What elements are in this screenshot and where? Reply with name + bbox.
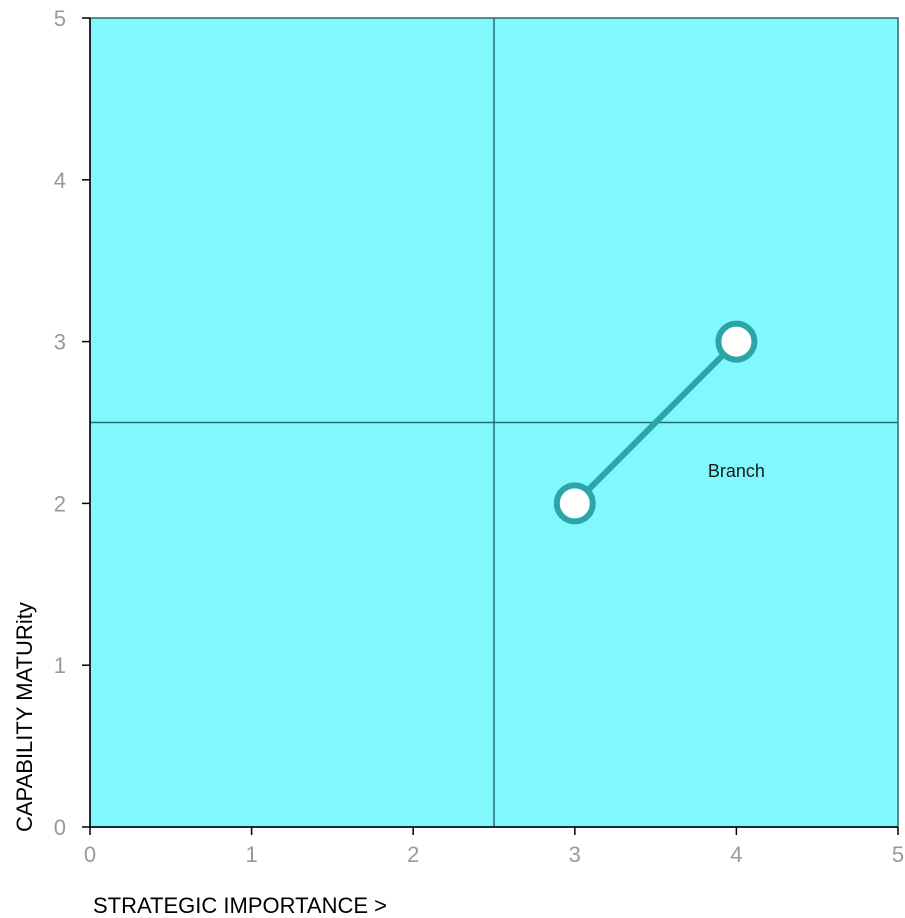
x-axis-title: STRATEGIC IMPORTANCE >	[93, 893, 387, 918]
y-tick-label: 0	[54, 815, 66, 840]
y-tick-label: 1	[54, 653, 66, 678]
y-tick-label: 4	[54, 168, 66, 193]
series-label: Branch	[708, 461, 765, 481]
series-line	[571, 338, 740, 507]
series-layer: Branch	[553, 320, 765, 525]
x-axis: 0 1 2 3 4 5	[84, 826, 904, 867]
y-axis: 0 1 2 3 4 5	[54, 6, 91, 840]
x-tick-label: 2	[407, 842, 419, 867]
data-point	[715, 320, 758, 363]
x-tick-label: 3	[569, 842, 581, 867]
x-tick-label: 1	[245, 842, 257, 867]
x-tick-label: 0	[84, 842, 96, 867]
y-axis-title: CAPABILITY MATURity	[12, 602, 37, 832]
x-tick-label: 5	[892, 842, 904, 867]
y-tick-label: 2	[54, 491, 66, 516]
x-tick-label: 4	[730, 842, 742, 867]
data-point	[553, 482, 596, 525]
y-tick-label: 3	[54, 330, 66, 355]
y-tick-label: 5	[54, 6, 66, 31]
